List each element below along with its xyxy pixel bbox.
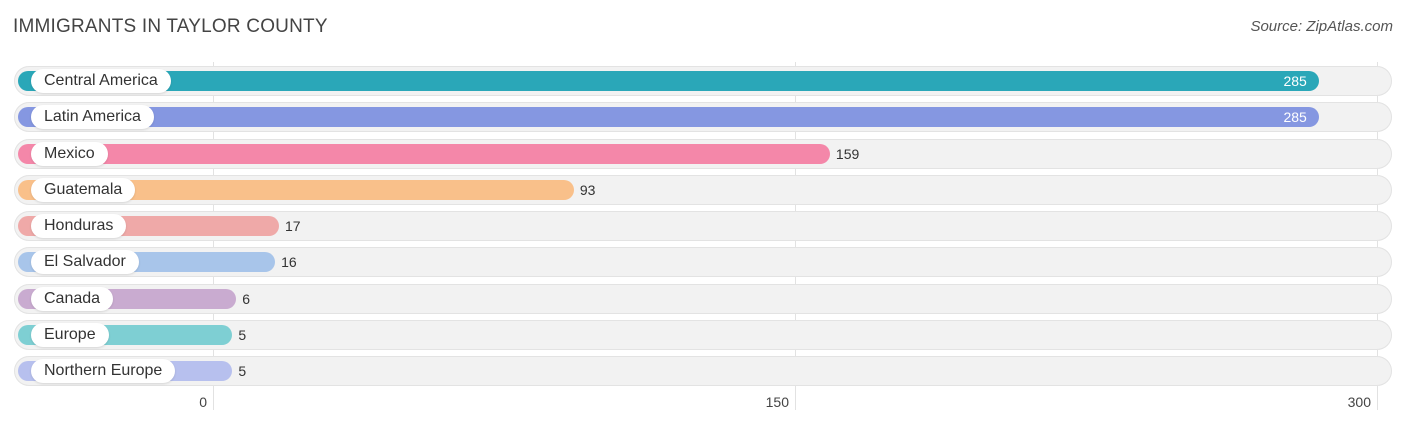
category-label: Canada (31, 286, 114, 311)
x-tick-label: 300 (1347, 394, 1371, 410)
category-label: Latin America (31, 105, 154, 130)
bar-mexico[interactable] (18, 143, 830, 164)
bar-track (14, 319, 1392, 350)
value-label: 93 (579, 181, 596, 198)
value-label: 5 (238, 326, 247, 343)
value-label: 5 (238, 363, 247, 379)
chart-title: IMMIGRANTS IN TAYLOR COUNTY (13, 16, 328, 37)
category-label: Honduras (31, 214, 127, 238)
x-tick-label: 150 (765, 394, 789, 410)
value-label: 285 (1283, 73, 1307, 89)
category-label: Europe (31, 322, 109, 347)
value-label: 16 (281, 254, 297, 271)
category-label: El Salvador (31, 250, 139, 275)
category-label: Guatemala (31, 177, 136, 202)
value-label: 17 (284, 218, 301, 234)
category-label: Central America (31, 69, 171, 93)
value-label: 159 (835, 145, 860, 162)
category-label: Mexico (31, 141, 108, 166)
bar-track (14, 356, 1392, 386)
bar-central-america[interactable] (18, 71, 1319, 91)
bar-guatemala[interactable] (18, 179, 574, 200)
source-label: Source: ZipAtlas.com (1250, 18, 1393, 35)
bar-latin-america[interactable] (18, 107, 1319, 128)
bar-track (14, 283, 1392, 314)
value-label: 6 (242, 290, 251, 307)
x-tick-label: 0 (199, 394, 207, 410)
category-label: Northern Europe (31, 359, 176, 383)
value-label: 285 (1283, 109, 1307, 126)
